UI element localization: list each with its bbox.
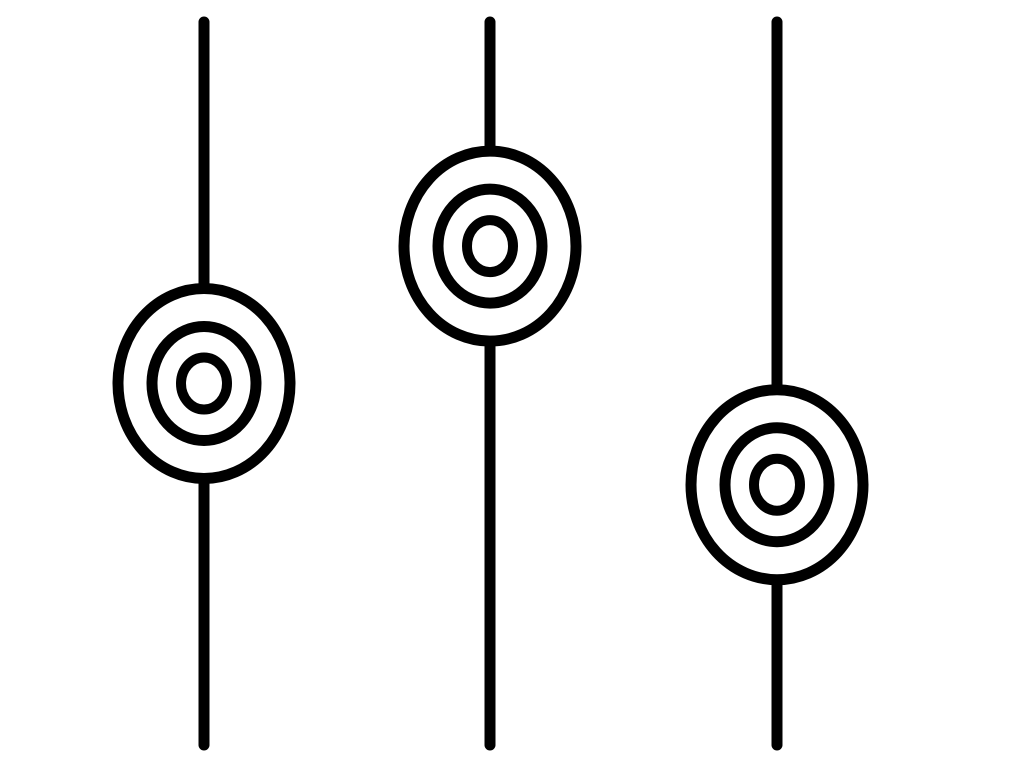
slider-2-svg <box>398 16 582 751</box>
slider-1-svg <box>112 16 296 751</box>
vertical-slider-1[interactable] <box>104 0 304 768</box>
vertical-slider-3[interactable] <box>677 0 877 768</box>
slider-2-knob[interactable] <box>398 145 582 347</box>
slider-3-svg <box>685 16 869 751</box>
slider-1-knob[interactable] <box>112 283 296 484</box>
vertical-slider-2[interactable] <box>390 0 590 768</box>
knob-inner-ring-icon <box>176 352 232 415</box>
knob-inner-ring-icon <box>462 215 518 278</box>
slider-3-knob[interactable] <box>685 384 869 586</box>
knob-inner-ring-icon <box>749 453 805 516</box>
